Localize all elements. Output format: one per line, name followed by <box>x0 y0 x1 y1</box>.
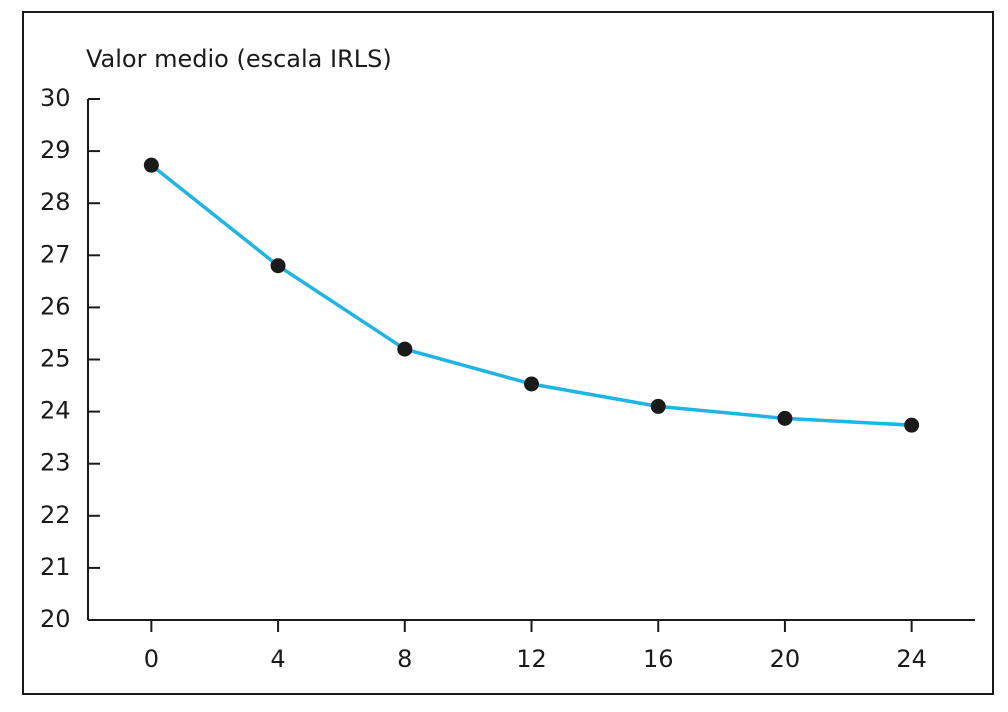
y-tick-label: 21 <box>40 553 71 581</box>
x-tick-label: 24 <box>896 645 927 673</box>
marker <box>143 157 159 173</box>
y-tick-label: 23 <box>40 449 71 477</box>
x-tick-label: 4 <box>270 645 285 673</box>
marker <box>270 258 286 274</box>
y-tick-label: 27 <box>40 240 71 268</box>
y-tick-label: 30 <box>40 84 71 112</box>
y-tick-label: 28 <box>40 188 71 216</box>
x-tick-label: 20 <box>770 645 801 673</box>
y-tick-label: 26 <box>40 292 71 320</box>
frame <box>22 11 994 695</box>
x-tick-label: 12 <box>516 645 547 673</box>
marker <box>397 341 413 357</box>
y-tick-label: 20 <box>40 605 71 633</box>
marker <box>777 410 793 426</box>
x-tick-label: 8 <box>397 645 412 673</box>
marker <box>524 376 539 392</box>
y-tick-label: 29 <box>40 136 71 164</box>
y-axis-label: Valor medio (escala IRLS) <box>86 45 392 73</box>
y-tick-label: 22 <box>40 501 71 529</box>
marker <box>650 398 666 414</box>
marker <box>904 417 920 433</box>
x-tick-label: 0 <box>144 645 159 673</box>
y-tick-label: 24 <box>40 397 71 425</box>
y-tick-label: 25 <box>40 345 71 373</box>
x-tick-label: 16 <box>643 645 674 673</box>
